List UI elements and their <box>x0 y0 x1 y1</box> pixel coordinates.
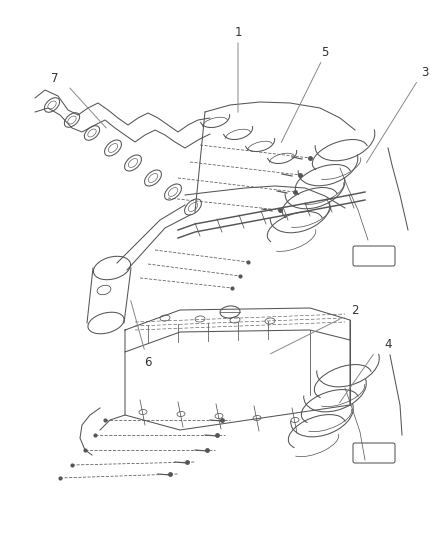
Text: 3: 3 <box>421 66 429 78</box>
Text: 7: 7 <box>51 71 59 85</box>
Text: 4: 4 <box>384 338 392 351</box>
Text: 5: 5 <box>321 45 328 59</box>
Text: 6: 6 <box>144 356 152 368</box>
Text: 1: 1 <box>234 26 242 38</box>
Text: 2: 2 <box>351 303 359 317</box>
